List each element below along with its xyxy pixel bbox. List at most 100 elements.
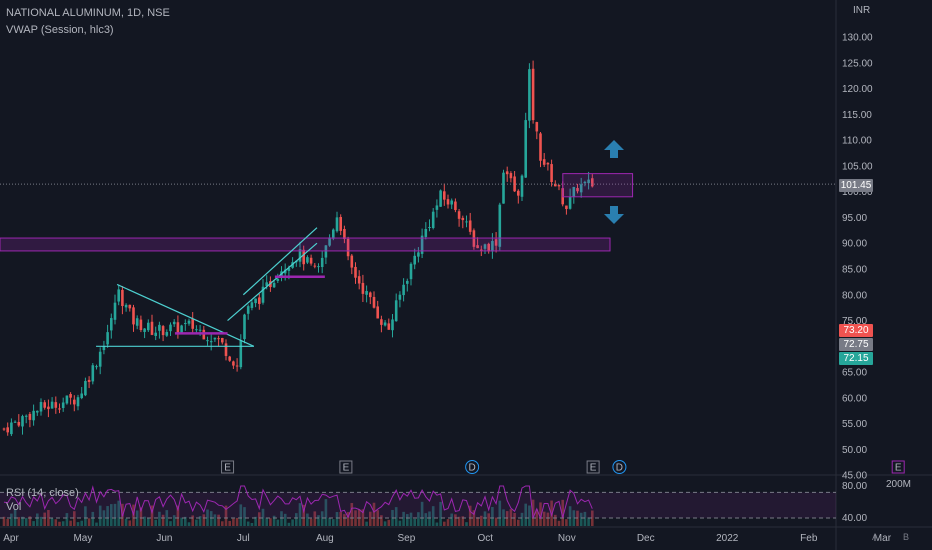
volume-bar [198, 516, 202, 526]
volume-bar [298, 503, 302, 526]
currency-label: INR [853, 5, 871, 16]
candle-body [439, 190, 442, 207]
y-tick-label: 115.00 [842, 110, 872, 121]
candle-body [265, 282, 268, 286]
y-tick-label: 125.00 [842, 58, 873, 69]
volume-bar [291, 519, 294, 526]
candle-body [483, 244, 487, 249]
volume-bar [398, 520, 402, 526]
earnings-marker [221, 460, 235, 474]
candle-body [328, 237, 331, 246]
volume-bar [246, 521, 250, 526]
volume-bar [150, 505, 154, 526]
volume-bar [550, 500, 553, 526]
candle-body [365, 290, 368, 295]
candle-body [169, 324, 172, 332]
candle-body [172, 321, 176, 325]
candle-body [369, 292, 372, 298]
candle-body [13, 421, 17, 423]
volume-bar [483, 511, 487, 526]
candle-body [184, 323, 187, 325]
volume-bar [250, 522, 254, 526]
volume-bar [187, 522, 191, 526]
candle-body [579, 184, 583, 193]
volume-bar [376, 510, 379, 526]
volume-bar [332, 519, 335, 526]
candle-body [583, 181, 587, 184]
volume-bar [73, 511, 76, 526]
candle-body [542, 159, 546, 165]
volume-bar [517, 519, 520, 526]
y-tick-label: 130.00 [842, 33, 873, 44]
candle-body [17, 421, 21, 426]
vwap-indicator-label[interactable]: VWAP (Session, hlc3) [6, 24, 114, 36]
candle-body [354, 266, 357, 278]
volume-bar [361, 509, 365, 526]
volume-axis-label: 200M [886, 479, 911, 490]
volume-bar [306, 513, 309, 526]
log-scale-button[interactable]: A [871, 532, 878, 542]
candle-body [10, 422, 13, 435]
volume-bar [43, 512, 46, 526]
candle-body [380, 319, 383, 325]
volume-bar [472, 510, 476, 526]
volume-bar [539, 502, 542, 526]
volume-bar [494, 517, 498, 526]
candle-body [320, 257, 324, 267]
volume-bar [439, 501, 442, 526]
volume-bar [287, 522, 291, 526]
x-tick-label: Sep [397, 533, 415, 544]
candle-body [58, 408, 61, 410]
triangle-upper-line [116, 283, 255, 347]
volume-bar [54, 519, 58, 526]
candle-body [76, 397, 80, 407]
candle-body [254, 298, 257, 304]
candle-body [443, 191, 446, 200]
candle-body [217, 338, 220, 340]
symbol-title[interactable]: NATIONAL ALUMINUM, 1D, NSE [6, 7, 170, 19]
volume-bar [513, 512, 516, 526]
candle-body [21, 416, 24, 427]
y-tick-label: 80.00 [842, 290, 867, 301]
support-zone-box [0, 237, 611, 252]
candle-body [106, 332, 109, 345]
volume-bar [424, 513, 428, 526]
volume-bar [354, 510, 357, 526]
volume-bar [17, 517, 21, 526]
candle-body [424, 229, 428, 237]
candle-body [39, 402, 43, 412]
volume-bar [165, 510, 169, 526]
candle-body [161, 326, 165, 336]
candle-body [457, 211, 461, 219]
candle-body [346, 238, 350, 257]
volume-bar [413, 518, 416, 526]
candle-body [272, 282, 276, 288]
volume-bar [568, 506, 572, 526]
candle-body [128, 304, 132, 309]
candle-body [250, 302, 254, 308]
volume-bar [269, 518, 272, 526]
rsi-indicator-label[interactable]: RSI (14, close) [6, 487, 79, 499]
candle-body [117, 289, 120, 302]
volume-bar [84, 506, 87, 526]
volume-bar [468, 505, 472, 526]
candle-body [498, 204, 502, 247]
candle-body [246, 306, 250, 314]
x-tick-label: Aug [316, 533, 334, 544]
candle-body [406, 280, 409, 284]
volume-bar [280, 511, 283, 526]
brand-button[interactable]: B [902, 532, 909, 542]
volume-bar [335, 512, 339, 526]
candle-body [91, 365, 95, 382]
volume-bar [10, 513, 13, 526]
candle-body [139, 319, 143, 331]
candle-body [258, 297, 261, 304]
event-marker-label: D [469, 463, 476, 474]
candle-body [150, 321, 154, 335]
candle-body [2, 428, 6, 430]
candle-body [221, 337, 224, 343]
volume-bar [228, 520, 231, 526]
volume-bar [258, 512, 261, 526]
volume-indicator-label[interactable]: Vol [6, 501, 22, 513]
